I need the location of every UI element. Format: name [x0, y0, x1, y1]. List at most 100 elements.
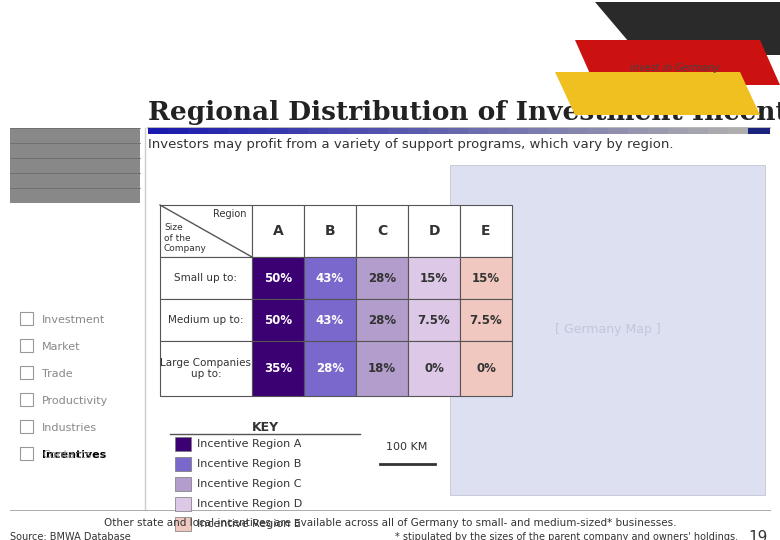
Text: A: A: [273, 224, 283, 238]
Bar: [460, 341, 512, 396]
Text: E: E: [481, 224, 491, 238]
Text: 0%: 0%: [476, 362, 496, 375]
Bar: [20, 312, 33, 325]
Text: Region: Region: [214, 209, 247, 219]
Text: D: D: [428, 224, 440, 238]
Text: Large Companies
up to:: Large Companies up to:: [161, 357, 251, 379]
Text: 0%: 0%: [424, 362, 444, 375]
Bar: [356, 299, 408, 341]
Bar: [252, 205, 304, 257]
Bar: [588, 128, 608, 134]
Bar: [348, 128, 368, 134]
Bar: [252, 257, 304, 299]
Text: Small up to:: Small up to:: [175, 273, 237, 283]
Text: 15%: 15%: [420, 272, 448, 285]
Text: 28%: 28%: [316, 362, 344, 375]
Text: Contacts: Contacts: [42, 450, 91, 460]
Bar: [708, 128, 728, 134]
Bar: [460, 205, 512, 257]
Text: Incentive Region C: Incentive Region C: [197, 479, 302, 489]
Text: Industries: Industries: [42, 423, 98, 433]
Text: B: B: [324, 224, 335, 238]
Bar: [160, 341, 252, 396]
Bar: [356, 205, 408, 257]
Bar: [175, 517, 191, 531]
Bar: [304, 205, 356, 257]
Text: Trade: Trade: [42, 369, 73, 379]
Bar: [160, 205, 252, 257]
Bar: [628, 128, 648, 134]
Bar: [148, 128, 770, 134]
Text: 100 KM: 100 KM: [386, 442, 427, 452]
Bar: [20, 447, 33, 460]
Text: Size
of the
Company: Size of the Company: [164, 223, 207, 253]
Text: 15%: 15%: [472, 272, 500, 285]
Text: Productivity: Productivity: [42, 396, 108, 406]
Polygon shape: [595, 2, 780, 55]
Polygon shape: [575, 40, 780, 85]
Text: [ Germany Map ]: [ Germany Map ]: [555, 323, 661, 336]
Bar: [460, 299, 512, 341]
Text: 7.5%: 7.5%: [417, 314, 450, 327]
Text: Medium up to:: Medium up to:: [168, 315, 243, 325]
Bar: [408, 257, 460, 299]
Bar: [408, 205, 460, 257]
Text: Investors may profit from a variety of support programs, which vary by region.: Investors may profit from a variety of s…: [148, 138, 673, 151]
Text: invest in Germany: invest in Germany: [630, 63, 720, 73]
Text: Investment: Investment: [42, 315, 105, 325]
Text: Incentive Region E: Incentive Region E: [197, 519, 301, 529]
Bar: [568, 128, 588, 134]
Bar: [160, 299, 252, 341]
Bar: [408, 128, 428, 134]
Bar: [20, 393, 33, 406]
Bar: [668, 128, 688, 134]
Bar: [548, 128, 568, 134]
Bar: [448, 128, 468, 134]
Bar: [304, 299, 356, 341]
Text: KEY: KEY: [251, 421, 278, 434]
Bar: [304, 341, 356, 396]
Bar: [208, 128, 228, 134]
Bar: [368, 128, 388, 134]
Text: Other state and local incentives are available across all of Germany to small- a: Other state and local incentives are ava…: [104, 518, 676, 528]
Bar: [175, 437, 191, 451]
Bar: [688, 128, 708, 134]
Bar: [460, 257, 512, 299]
Bar: [508, 128, 528, 134]
Bar: [228, 128, 248, 134]
Bar: [288, 128, 308, 134]
Bar: [10, 128, 140, 203]
Bar: [168, 128, 188, 134]
Bar: [356, 341, 408, 396]
Bar: [308, 128, 328, 134]
Text: 43%: 43%: [316, 272, 344, 285]
Bar: [728, 128, 748, 134]
Bar: [468, 128, 488, 134]
Text: Incentive Region D: Incentive Region D: [197, 499, 303, 509]
Text: Regional Distribution of Investment Incentives: Regional Distribution of Investment Ince…: [148, 100, 780, 125]
Text: * stipulated by the sizes of the parent company and owners' holdings.: * stipulated by the sizes of the parent …: [395, 532, 738, 540]
Text: 7.5%: 7.5%: [470, 314, 502, 327]
Text: Incentive Region A: Incentive Region A: [197, 439, 301, 449]
Text: Incentive Region B: Incentive Region B: [197, 459, 301, 469]
Polygon shape: [555, 72, 760, 115]
Text: Incentives: Incentives: [42, 450, 106, 460]
Bar: [608, 128, 628, 134]
Bar: [428, 128, 448, 134]
Bar: [356, 257, 408, 299]
Bar: [388, 128, 408, 134]
Text: 18%: 18%: [368, 362, 396, 375]
Bar: [20, 366, 33, 379]
Text: 35%: 35%: [264, 362, 292, 375]
Bar: [450, 165, 765, 495]
Bar: [188, 128, 208, 134]
Bar: [648, 128, 668, 134]
Bar: [248, 128, 268, 134]
Bar: [328, 128, 348, 134]
Bar: [20, 447, 33, 460]
Text: 28%: 28%: [368, 314, 396, 327]
Text: 28%: 28%: [368, 272, 396, 285]
Bar: [408, 341, 460, 396]
Bar: [20, 420, 33, 433]
Text: C: C: [377, 224, 387, 238]
